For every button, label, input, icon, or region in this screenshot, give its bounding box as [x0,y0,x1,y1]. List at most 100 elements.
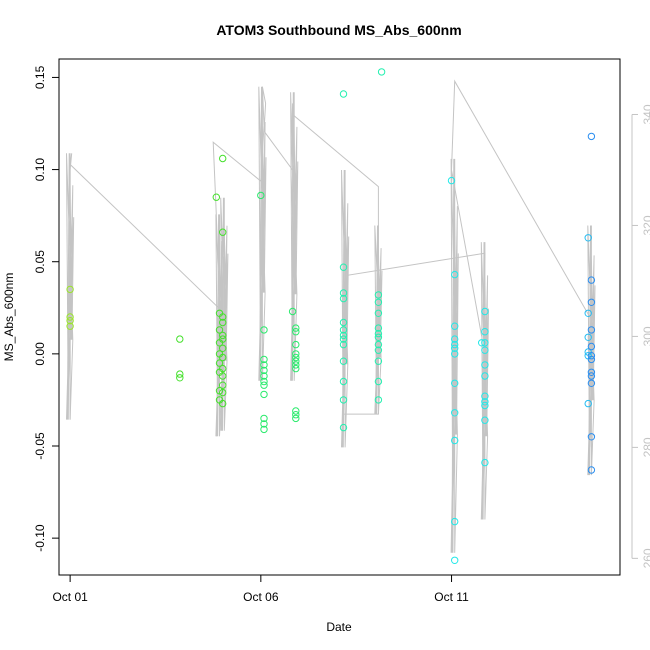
data-point-72 [374,333,383,341]
data-point-31 [260,355,268,364]
data-point-27 [219,388,227,397]
data-point-98 [481,398,489,406]
y-tick-label: 0.10 [33,158,47,182]
data-point-45 [292,350,300,358]
data-point-18 [219,313,227,321]
secondary-burst-0 [66,153,75,420]
data-point-68 [374,298,383,306]
data-point-88 [451,517,459,526]
data-point-4 [176,335,184,343]
data-point-25 [219,372,227,380]
data-point-60 [339,335,348,343]
x-tick-label: Oct 06 [243,590,279,604]
y-tick-label: -0.05 [33,432,47,460]
data-point-3 [66,322,74,330]
data-point-113 [587,352,596,360]
data-points [66,68,596,564]
data-point-49 [292,364,300,373]
secondary-line [69,79,592,448]
data-point-107 [584,399,592,408]
data-point-71 [374,329,383,338]
data-point-96 [481,372,489,380]
y-tick-label: -0.10 [33,524,47,552]
data-point-112 [587,342,596,351]
data-point-67 [374,291,383,299]
data-point-48 [292,361,300,369]
data-point-65 [339,423,348,432]
data-point-86 [451,409,459,417]
y-axis: -0.10 -0.05 0.00 0.05 0.10 0.15 [33,65,59,552]
data-point-23 [219,353,227,362]
data-point-115 [587,368,596,376]
data-point-70 [374,324,383,332]
data-point-81 [451,335,459,343]
data-point-37 [260,390,268,399]
data-point-21 [219,335,227,343]
data-point-117 [587,379,596,387]
data-point-59 [339,331,348,340]
data-point-73 [374,340,383,349]
data-point-89 [451,556,459,564]
data-point-100 [481,416,489,424]
secondary-burst-6 [374,225,383,415]
data-point-85 [451,379,459,387]
data-point-6 [176,374,184,382]
data-point-52 [292,414,300,423]
data-point-83 [451,344,459,352]
data-point-78 [447,176,456,185]
y-tick-label: 0.15 [33,65,47,89]
y2-tick-label: 300 [641,326,650,346]
data-point-16 [219,154,227,163]
data-point-54 [339,263,348,271]
data-point-102 [584,234,592,242]
data-point-110 [587,298,596,306]
data-point-33 [260,366,268,375]
data-point-20 [219,331,227,340]
data-point-24 [219,364,227,373]
data-point-87 [451,436,459,445]
data-point-26 [219,381,227,389]
data-point-93 [481,339,489,347]
data-point-57 [339,318,348,327]
data-point-91 [481,307,489,316]
data-point-47 [292,357,300,365]
data-point-82 [451,340,459,349]
data-point-103 [584,309,592,317]
data-point-19 [219,318,227,327]
x-tick-label: Oct 11 [434,590,469,604]
data-point-2 [66,317,74,325]
data-point-17 [219,228,227,236]
data-point-58 [339,326,348,334]
secondary-series-lines [66,79,596,553]
secondary-y-axis: 260 280 300 320 340 [631,104,650,568]
data-point-118 [587,433,596,441]
secondary-burst-9 [587,225,596,476]
data-point-92 [481,328,489,336]
secondary-burst-4 [290,92,299,381]
data-point-53 [339,90,348,98]
data-point-74 [374,346,383,354]
data-point-34 [260,372,268,380]
plot-frame [58,58,621,576]
data-point-43 [292,328,300,336]
data-point-62 [339,357,348,365]
secondary-burst-3 [258,86,267,381]
data-point-116 [587,372,596,380]
data-point-75 [374,357,383,365]
data-point-69 [374,309,383,317]
data-point-109 [587,276,596,284]
secondary-burst-7 [450,158,459,553]
data-point-66 [377,68,386,76]
data-point-30 [260,326,268,334]
data-point-108 [587,132,596,141]
data-point-50 [292,407,300,415]
data-point-12 [215,359,224,367]
data-point-101 [481,458,489,467]
y2-tick-label: 260 [641,548,650,568]
secondary-burst-5 [341,169,350,448]
data-point-41 [288,307,297,316]
y-tick-label: 0.00 [33,342,47,366]
data-point-32 [260,361,268,369]
secondary-burst-2 [220,197,229,431]
data-point-63 [339,377,348,386]
